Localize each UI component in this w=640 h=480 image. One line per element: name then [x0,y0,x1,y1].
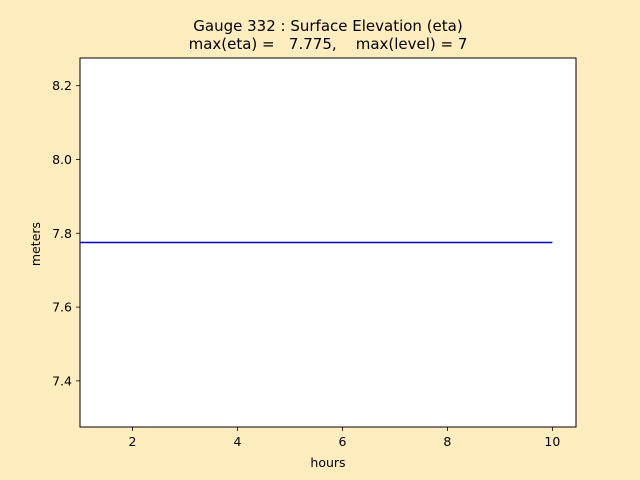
y-tick-label: 7.4 [52,373,72,388]
y-tick-label: 8.0 [52,152,72,167]
x-tick-label: 2 [129,434,137,449]
x-axis-label: hours [310,455,345,470]
chart-subtitle: max(eta) = 7.775, max(level) = 7 [188,35,468,53]
x-tick-label: 10 [544,434,560,449]
x-tick-label: 8 [443,434,451,449]
chart-title: Gauge 332 : Surface Elevation (eta) [193,17,463,35]
x-axis: 2 4 6 8 10 [129,427,560,449]
y-tick-label: 8.2 [52,78,72,93]
x-tick-label: 6 [338,434,346,449]
y-tick-label: 7.8 [52,226,72,241]
y-tick-label: 7.6 [52,300,72,315]
y-axis-label: meters [28,222,43,266]
y-axis: 7.4 7.6 7.8 8.0 8.2 [52,78,80,388]
x-tick-label: 4 [233,434,241,449]
